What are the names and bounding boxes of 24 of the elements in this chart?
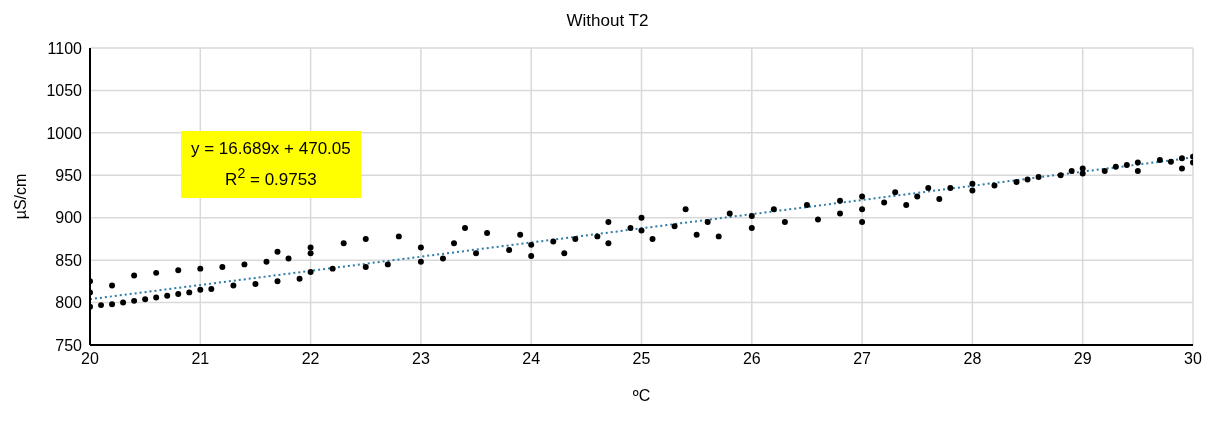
y-tick-label: 750	[55, 336, 83, 354]
y-tick-label: 800	[55, 294, 83, 312]
x-tick-label: 28	[963, 350, 982, 368]
x-tick-label: 23	[412, 350, 430, 368]
x-tick-label: 22	[301, 350, 320, 368]
x-tick-label: 25	[632, 350, 651, 368]
x-axis-title: ºC	[632, 387, 651, 404]
x-tick-label: 30	[1184, 350, 1202, 368]
annotation: y = 16.689x + 470.05	[191, 138, 351, 160]
y-axis-title: µS/cm	[11, 173, 29, 220]
x-tick-label: 20	[81, 350, 99, 368]
y-tick-label: 1100	[47, 39, 83, 57]
x-tick-label: 29	[1073, 350, 1092, 368]
y-tick-label: 850	[55, 251, 83, 269]
y-tick-label: 950	[55, 166, 83, 184]
y-tick-label: 1050	[46, 82, 83, 100]
x-tick-label: 21	[191, 350, 210, 368]
x-tick-label: 24	[522, 350, 541, 368]
x-tick-label: 26	[742, 350, 761, 368]
x-tick-label: 27	[853, 350, 872, 368]
annotation: R$^{2}$ = 0.9753	[224, 164, 318, 191]
y-tick-label: 1000	[46, 124, 83, 142]
y-tick-label: 900	[55, 209, 83, 227]
chart-title: Without T2	[565, 10, 650, 32]
